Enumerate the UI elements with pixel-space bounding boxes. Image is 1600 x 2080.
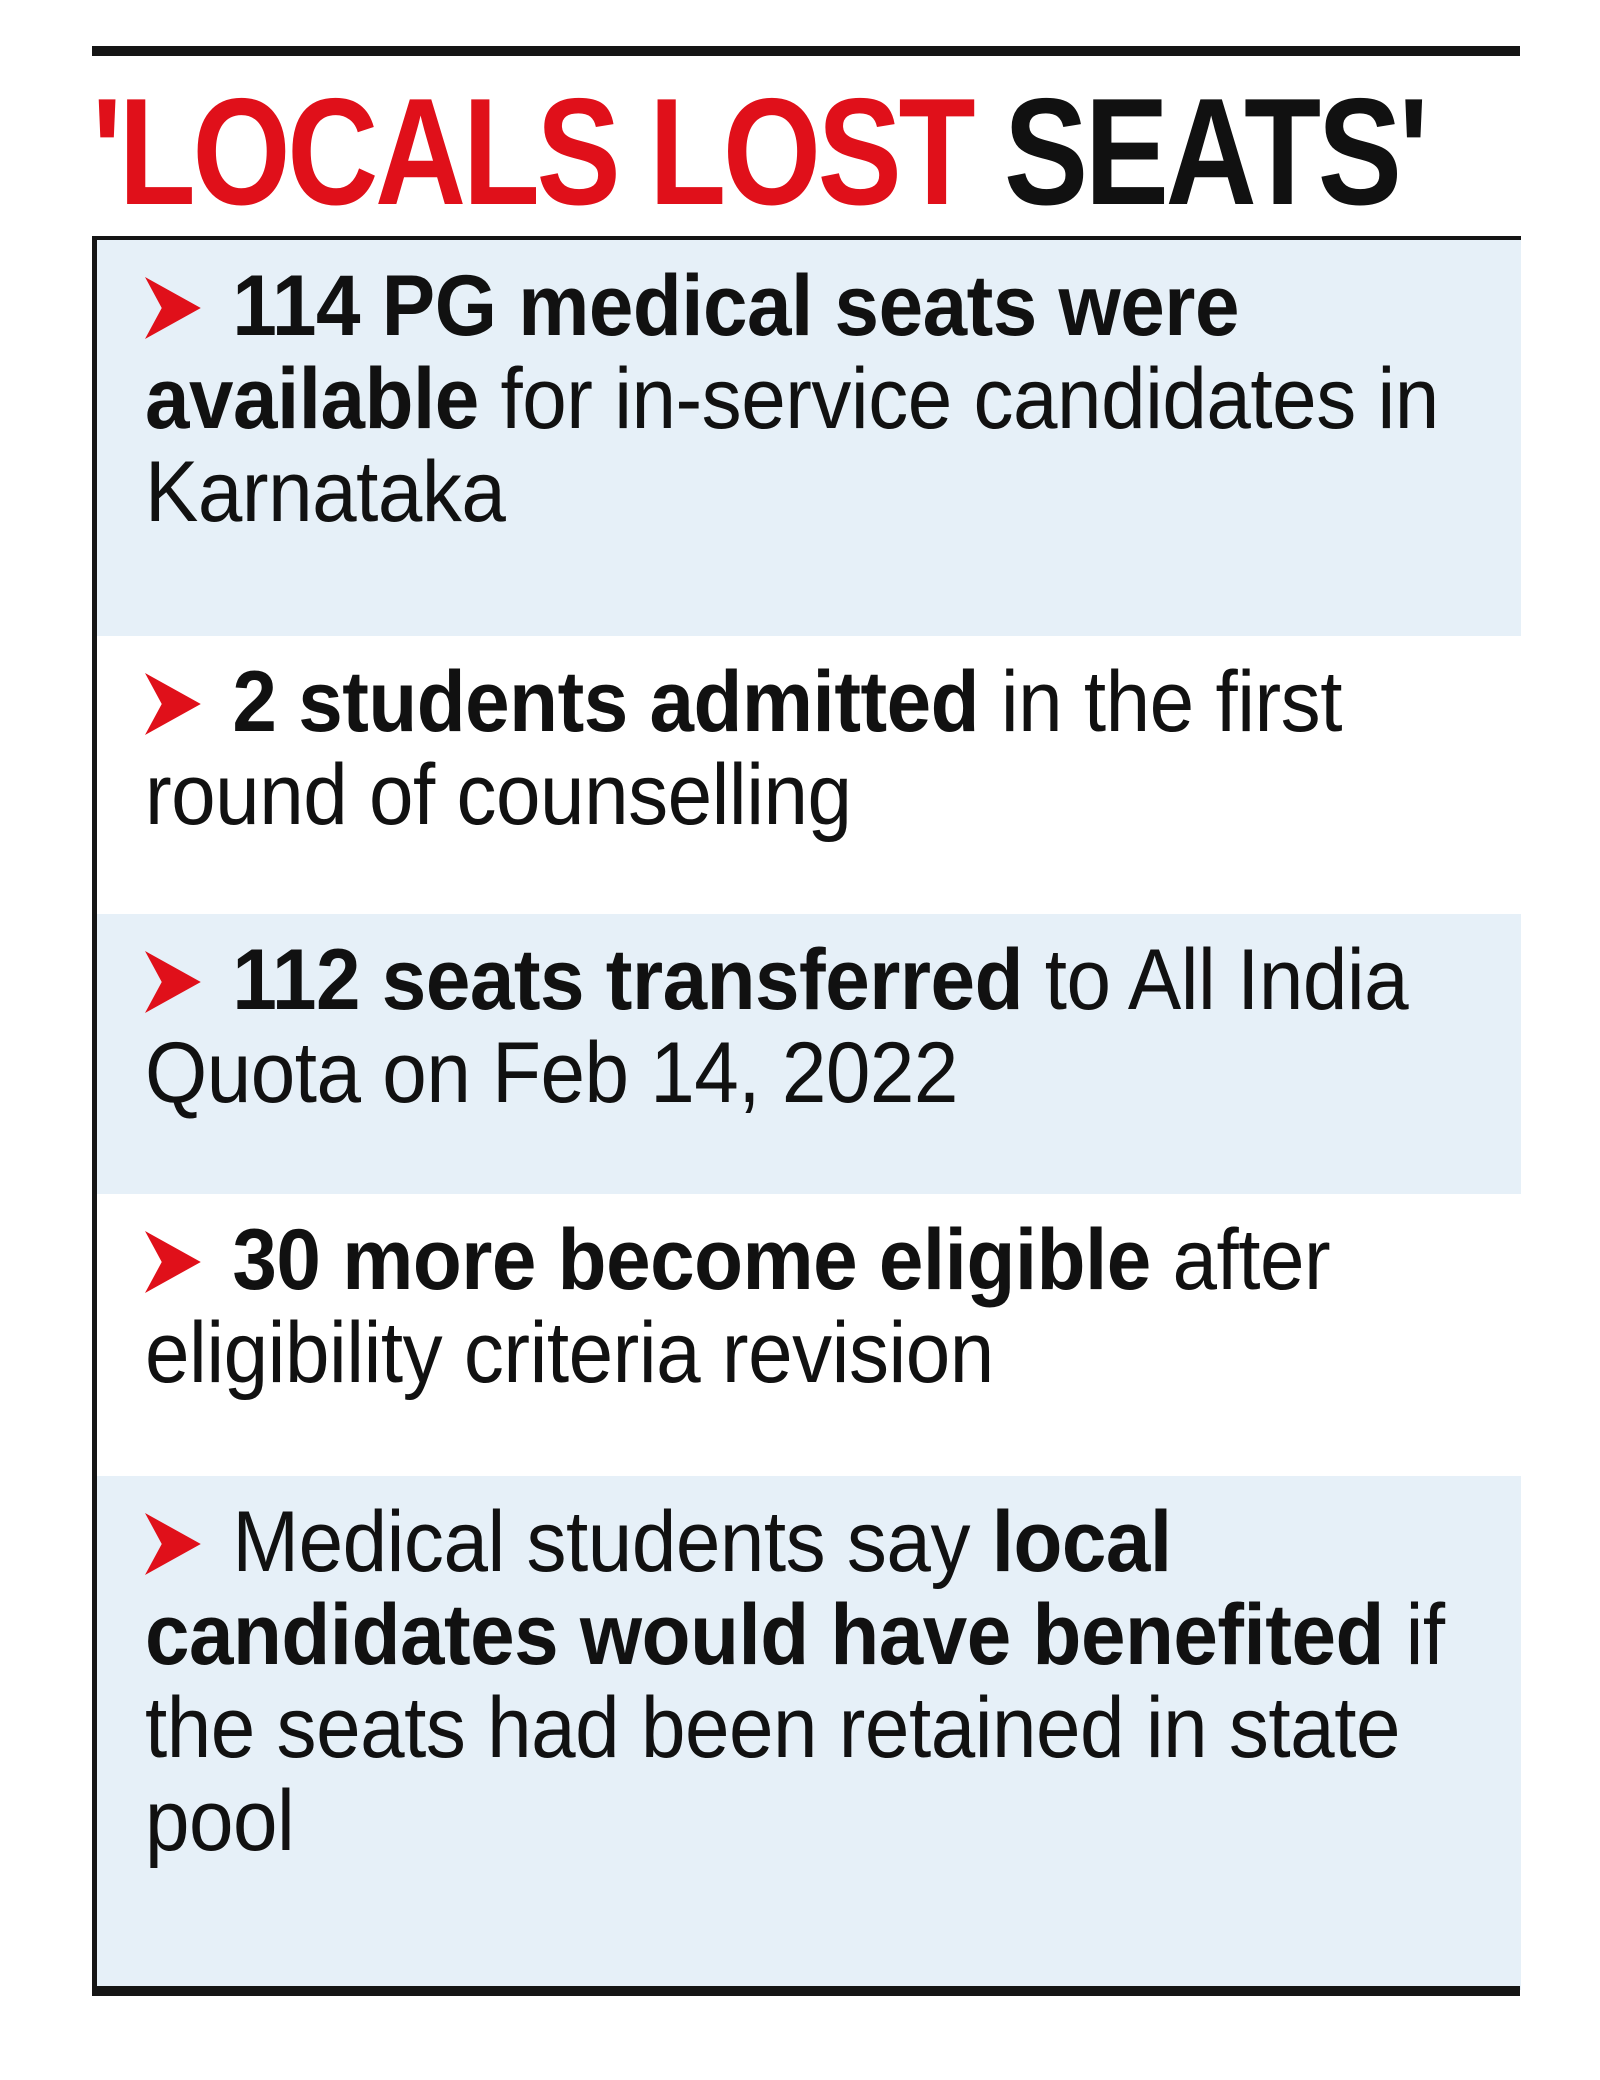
fact-5-lead: Medical students say (232, 1494, 992, 1590)
fact-2-highlight: 2 students admitted (232, 654, 980, 750)
fact-1-text: for in-service candidates in Karnataka (145, 351, 1439, 540)
bottom-rule (92, 1986, 1520, 1996)
fact-1-highlight: 114 PG medical seats were available (145, 258, 1239, 447)
chevron-right-icon (145, 277, 201, 339)
fact-item-1: 114 PG medical seats were available for … (97, 240, 1521, 636)
chevron-right-icon (145, 951, 201, 1013)
fact-item-2: 2 students admitted in the first round o… (97, 636, 1521, 914)
chevron-right-icon (145, 1231, 201, 1293)
headline: 'LOCALS LOST SEATS' (92, 72, 1429, 232)
fact-item-4: 30 more become eligible after eligibilit… (97, 1194, 1521, 1476)
fact-panel: 114 PG medical seats were available for … (92, 236, 1521, 1990)
headline-black-part: SEATS' (972, 67, 1429, 237)
fact-3-text: to All India Quota on Feb 14, 2022 (145, 932, 1409, 1121)
headline-red-part: 'LOCALS LOST (92, 67, 976, 237)
fact-4-highlight: 30 more become eligible (232, 1212, 1151, 1308)
chevron-right-icon (145, 673, 201, 735)
fact-5-highlight: local candidates would have benefited (145, 1494, 1384, 1683)
fact-item-3: 112 seats transferred to All India Quota… (97, 914, 1521, 1194)
fact-3-highlight: 112 seats transferred (232, 932, 1023, 1028)
chevron-right-icon (145, 1513, 201, 1575)
fact-4-text: after eligibility criteria revision (145, 1212, 1331, 1401)
top-rule (92, 46, 1520, 56)
fact-5-text: if the seats had been retained in state … (145, 1587, 1445, 1869)
fact-2-text: in the first round of counselling (145, 654, 1342, 843)
fact-item-5: Medical students say local candidates wo… (97, 1476, 1521, 1990)
